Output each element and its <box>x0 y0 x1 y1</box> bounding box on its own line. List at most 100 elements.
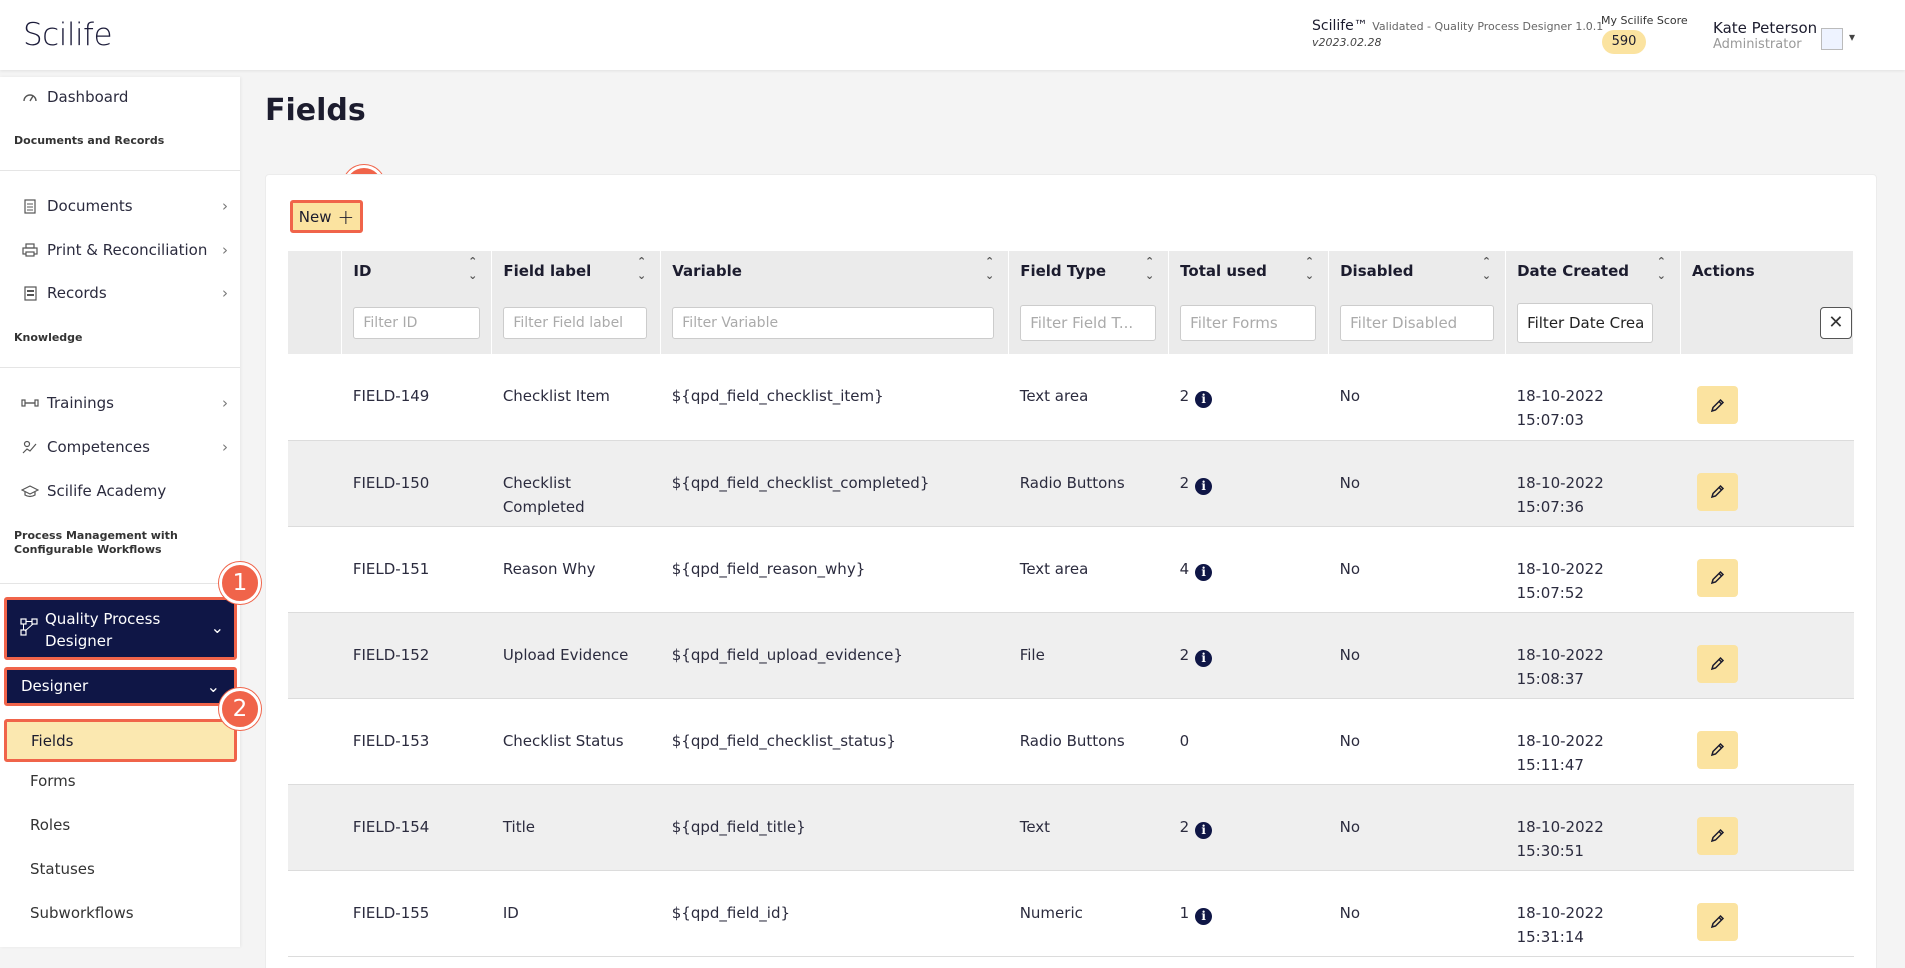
chevron-right-icon: › <box>222 284 228 302</box>
sort-icon[interactable]: ⌃ ⌄ <box>1304 255 1315 282</box>
filter-field-label-input[interactable] <box>503 306 648 339</box>
info-icon[interactable]: i <box>1195 391 1213 408</box>
sidebar-item-subworkflows[interactable]: Subworkflows <box>30 904 134 922</box>
avatar[interactable] <box>1821 28 1843 50</box>
edit-button[interactable] <box>1697 902 1739 941</box>
column-header-field-label[interactable]: Field label ⌃ ⌄ <box>491 251 662 291</box>
sidebar-item-academy[interactable]: Scilife Academy <box>0 473 240 509</box>
section-documents-records: Documents and Records <box>14 134 165 147</box>
score-badge[interactable]: 590 <box>1602 30 1646 54</box>
edit-button[interactable] <box>1697 472 1739 511</box>
cell-id: FIELD-150 <box>341 440 492 527</box>
column-header-variable[interactable]: Variable ⌃ ⌄ <box>660 251 1010 291</box>
select-cell <box>288 784 342 871</box>
app-name: Scilife™ <box>1312 18 1368 34</box>
sort-icon[interactable]: ⌃ ⌄ <box>984 255 995 282</box>
info-icon[interactable]: i <box>1195 821 1213 839</box>
info-icon[interactable]: i <box>1195 649 1213 667</box>
info-icon[interactable]: i <box>1195 907 1213 925</box>
cell-actions <box>1680 612 1854 699</box>
cell-date-created: 18-10-2022 15:31:14 <box>1505 870 1681 957</box>
cell-variable: ${qpd_field_id} <box>660 870 1009 957</box>
filter-cell <box>288 291 343 354</box>
filter-date-created-input[interactable] <box>1517 302 1654 343</box>
new-button-label: New <box>298 207 332 226</box>
cell-field-type: Numeric <box>1008 870 1169 957</box>
cell-actions <box>1680 526 1854 613</box>
sort-icon[interactable]: ⌃ ⌄ <box>1656 255 1666 282</box>
sidebar-item-roles[interactable]: Roles <box>30 816 71 834</box>
cell-variable: ${qpd_field_title} <box>660 784 1009 871</box>
sidebar-item-forms[interactable]: Forms <box>30 772 76 790</box>
filter-forms-input[interactable] <box>1180 304 1317 341</box>
edit-button[interactable] <box>1697 558 1739 597</box>
column-header-id[interactable]: ID ⌃ ⌄ <box>341 251 493 291</box>
filter-id-input[interactable] <box>353 306 481 339</box>
filter-variable-input[interactable] <box>672 306 995 339</box>
filter-row: ✕ <box>288 291 1855 354</box>
sidebar-item-label: Dashboard <box>47 88 129 106</box>
sidebar-item-fields[interactable]: Fields <box>4 719 237 762</box>
filter-cell <box>1505 291 1681 354</box>
scilife-logo[interactable]: Scilife <box>23 17 113 53</box>
select-cell <box>288 354 342 441</box>
sidebar-item-trainings[interactable]: Trainings › <box>0 385 240 421</box>
cell-field-type: Text area <box>1008 354 1169 441</box>
sidebar-item-dashboard[interactable]: Dashboard <box>0 79 240 115</box>
sidebar-item-competences[interactable]: Competences › <box>0 429 240 465</box>
user-role: Administrator <box>1713 37 1802 52</box>
sidebar-item-print-reconciliation[interactable]: Print & Reconciliation › <box>0 232 240 268</box>
chevron-right-icon: › <box>222 438 228 456</box>
cell-field-type: Text area <box>1008 526 1169 613</box>
cell-date-created: 18-10-2022 15:07:52 <box>1505 526 1681 613</box>
pencil-icon <box>1711 742 1725 757</box>
sort-icon[interactable]: ⌃ ⌄ <box>468 255 478 282</box>
edit-button[interactable] <box>1697 730 1739 769</box>
user-info[interactable]: Kate Peterson Administrator <box>1713 19 1817 52</box>
sidebar-item-designer[interactable]: Designer ⌄ <box>4 667 237 706</box>
sort-icon[interactable]: ⌃ ⌄ <box>1481 255 1492 282</box>
new-field-button[interactable]: New + <box>290 200 363 233</box>
column-label: Disabled <box>1340 262 1414 280</box>
column-header-actions: Actions <box>1680 251 1855 291</box>
pencil-icon <box>1711 484 1725 499</box>
edit-button[interactable] <box>1697 816 1739 855</box>
cell-disabled: No <box>1328 870 1506 957</box>
column-header-date-created[interactable]: Date Created ⌃ ⌄ <box>1505 251 1681 291</box>
edit-button[interactable] <box>1697 644 1739 683</box>
sidebar-item-label: Designer <box>21 677 89 695</box>
sidebar-item-label: Records <box>47 284 107 302</box>
records-icon <box>19 285 41 301</box>
clear-filters-button[interactable]: ✕ <box>1819 306 1852 339</box>
cell-id: FIELD-151 <box>341 526 492 613</box>
sidebar-item-statuses[interactable]: Statuses <box>30 860 95 878</box>
sidebar-item-documents[interactable]: Documents › <box>0 188 240 224</box>
column-label: Actions <box>1691 262 1755 280</box>
info-icon[interactable]: i <box>1195 563 1213 581</box>
divider <box>0 367 240 368</box>
sidebar-item-label: Quality Process Designer <box>45 610 161 650</box>
column-header-field-type[interactable]: Field Type ⌃ ⌄ <box>1008 251 1170 291</box>
cell-id: FIELD-155 <box>341 870 492 957</box>
sort-icon[interactable]: ⌃ ⌄ <box>1144 255 1155 282</box>
total-used-value: 4 <box>1179 559 1190 578</box>
cell-field-label: Upload Evidence <box>491 612 661 699</box>
sort-icon[interactable]: ⌃ ⌄ <box>637 255 647 282</box>
cell-variable: ${qpd_field_checklist_completed} <box>660 440 1009 527</box>
chevron-right-icon: › <box>222 197 228 215</box>
chevron-down-icon[interactable]: ▾ <box>1849 30 1856 44</box>
table-row: FIELD-155 ID ${qpd_field_id} Numeric 1 i No 18-… <box>288 870 1854 957</box>
cell-disabled: No <box>1328 784 1506 871</box>
column-header-total-used[interactable]: Total used ⌃ ⌄ <box>1168 251 1330 291</box>
sidebar-item-quality-process-designer[interactable]: Quality Process Designer ⌄ <box>4 597 237 660</box>
column-header-disabled[interactable]: Disabled ⌃ ⌄ <box>1328 251 1507 291</box>
sidebar-item-records[interactable]: Records › <box>0 275 240 311</box>
edit-button[interactable] <box>1697 386 1739 424</box>
column-label: Field label <box>503 262 592 280</box>
filter-disabled-input[interactable] <box>1340 304 1495 341</box>
filter-field-type-input[interactable] <box>1020 304 1157 341</box>
info-icon[interactable]: i <box>1195 477 1213 495</box>
cell-id: FIELD-152 <box>341 612 492 699</box>
table-row: FIELD-153 Checklist Status ${qpd_field_che… <box>288 698 1854 785</box>
